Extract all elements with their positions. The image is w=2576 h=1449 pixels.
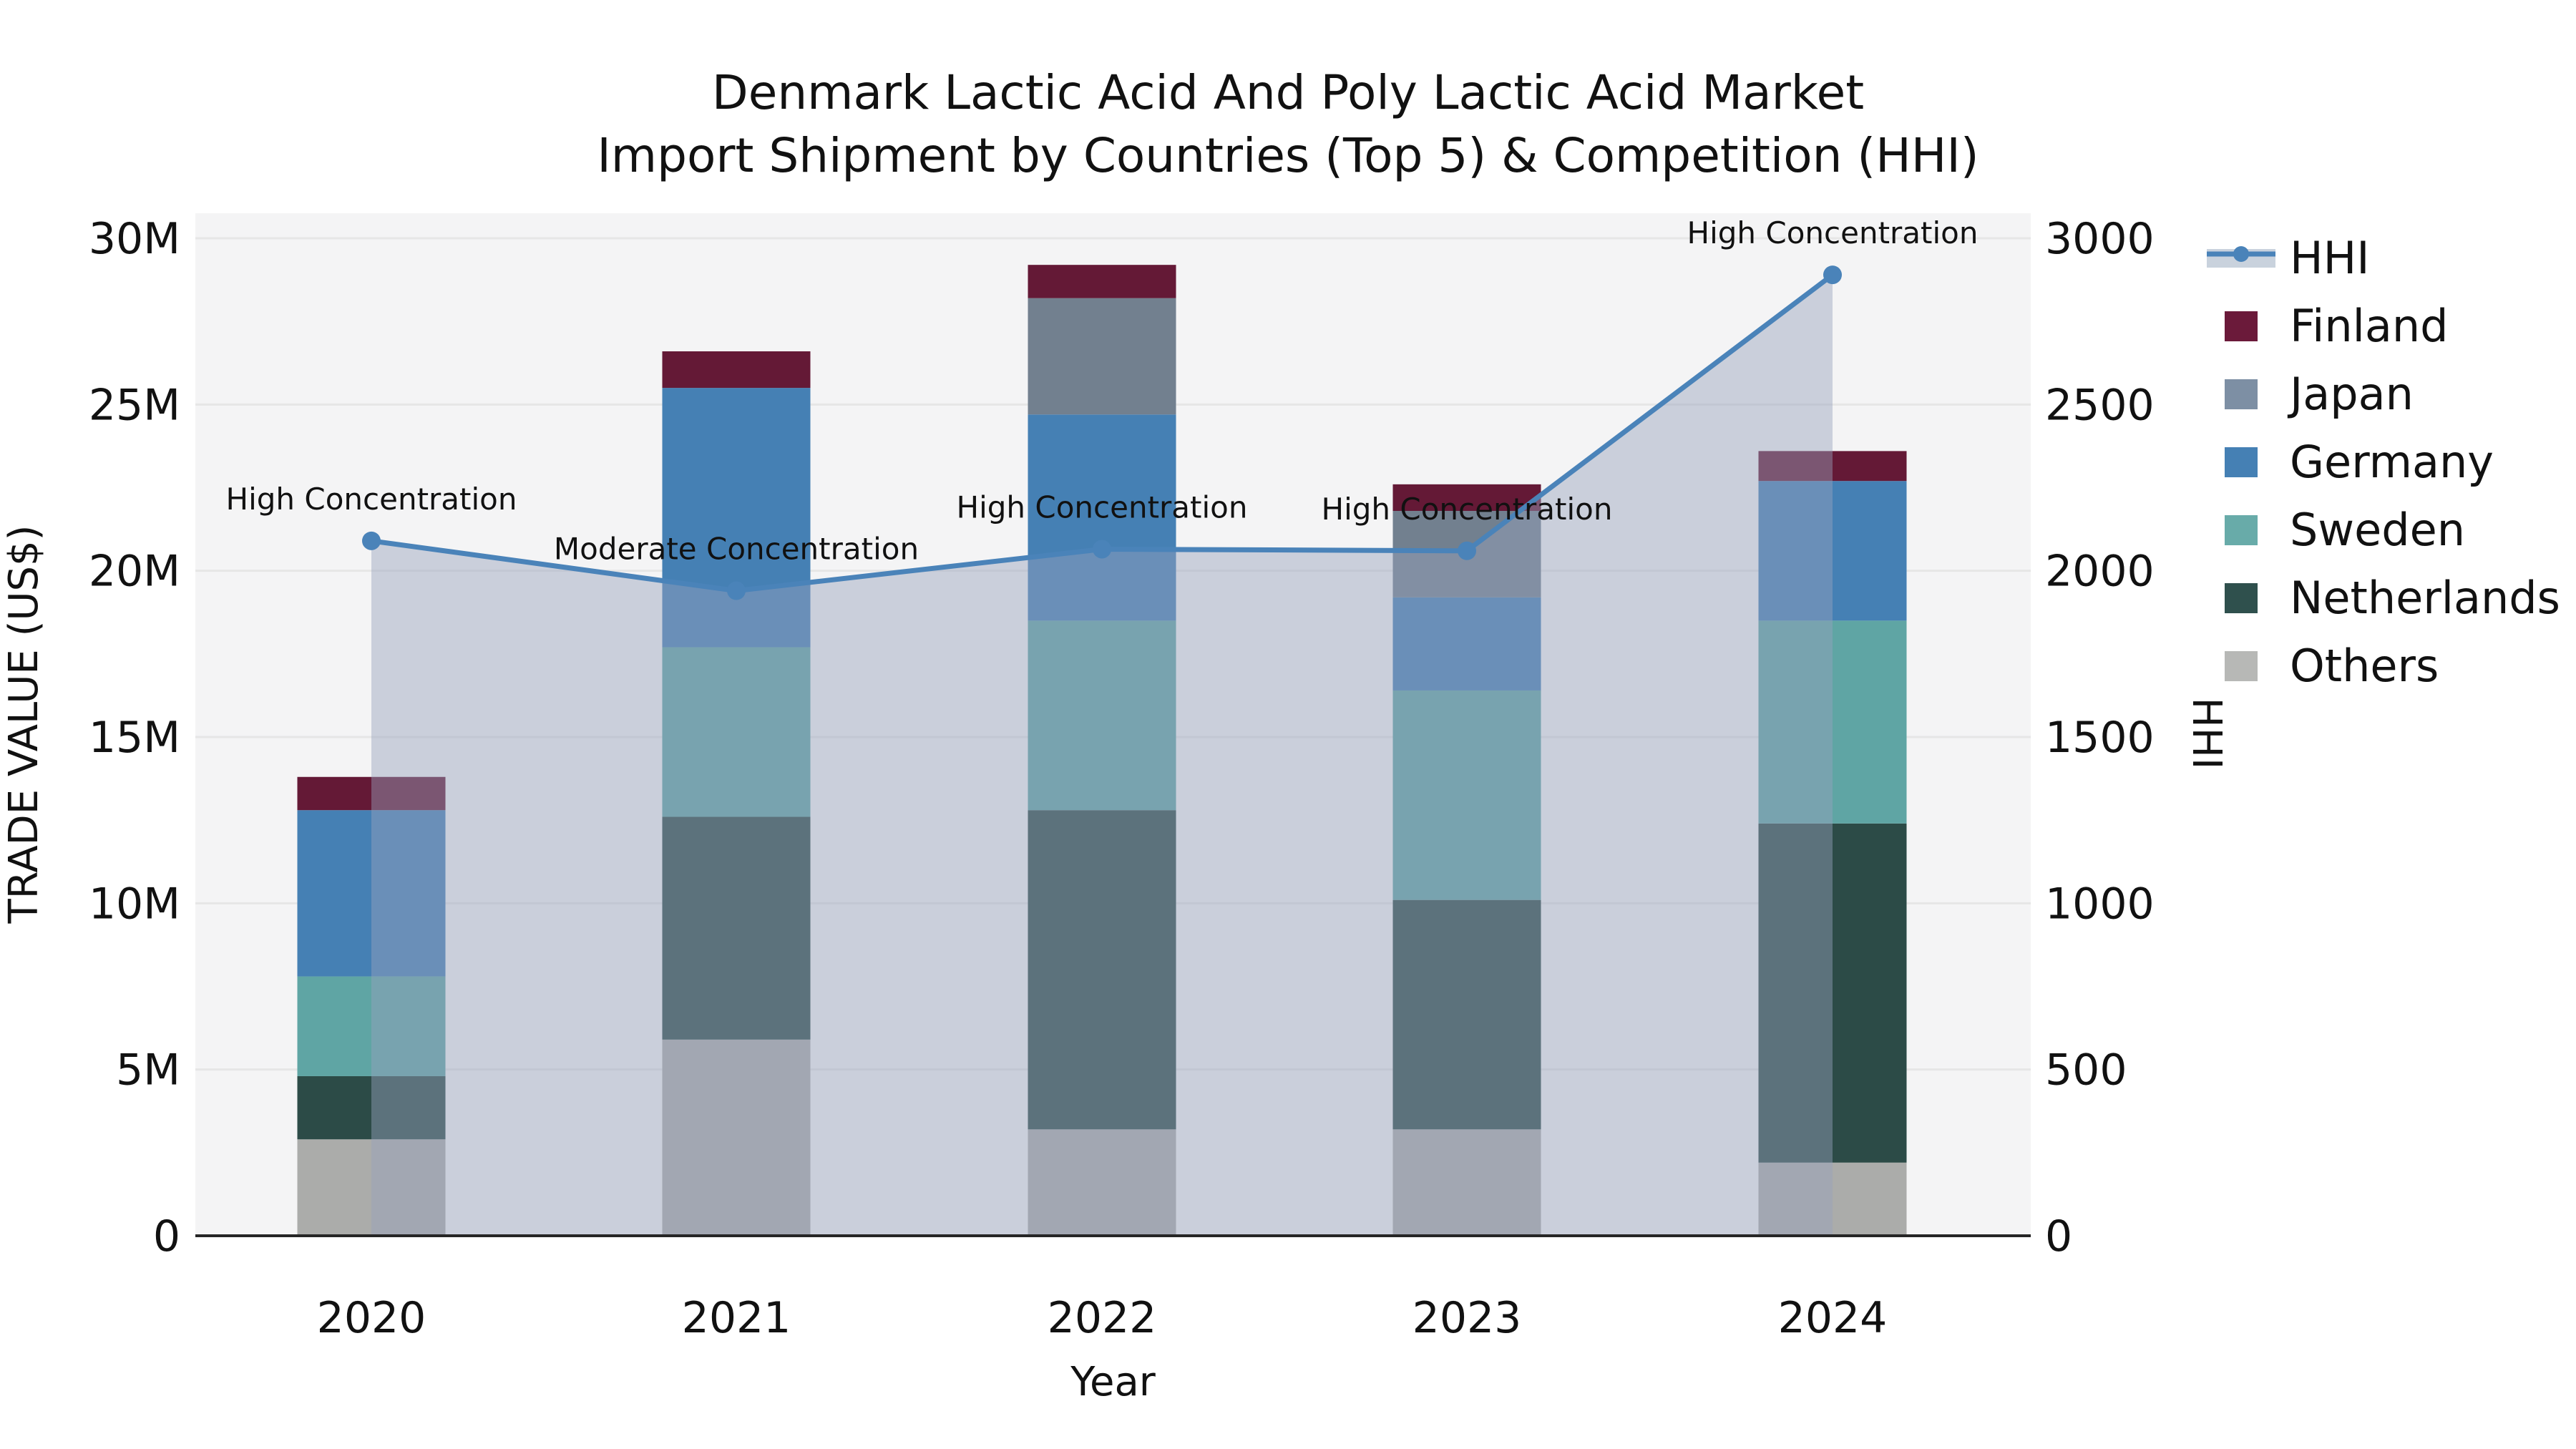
hhi-marker-2022 [1093,540,1111,559]
legend-swatch-finland [2225,311,2258,341]
legend-label-others: Others [2290,640,2439,692]
bar-segment-2022-netherlands [1028,810,1176,1130]
legend-item-finland: Finland [2225,300,2449,352]
bar-segment-2022-finland [1028,265,1176,298]
bar-segment-2023-sweden [1392,690,1541,900]
y-axis-title-right: HHI [2183,698,2230,770]
bar-segment-2023-germany [1392,597,1541,691]
bar-segment-2023-netherlands [1392,899,1541,1130]
bar-segment-2021-finland [662,351,811,389]
right-tick-2500: 2500 [2045,380,2155,430]
legend-item-netherlands: Netherlands [2225,572,2560,624]
legend-swatch-germany [2225,447,2258,477]
annotation-2023: High Concentration [1322,492,1613,527]
bar-segment-2024-others [1758,1162,1907,1236]
legend-hhi-marker [2233,246,2249,262]
bar-segment-2021-netherlands [662,816,811,1040]
left-tick-0: 0 [153,1211,180,1262]
bar-segment-2020-netherlands [297,1075,446,1140]
hhi-marker-2021 [727,581,746,600]
right-tick-0: 0 [2045,1211,2072,1262]
annotation-2024: High Concentration [1687,215,1979,250]
bar-segment-2023-others [1392,1129,1541,1236]
legend-swatch-japan [2225,379,2258,409]
legend-swatch-others [2225,651,2258,681]
bar-segment-2020-sweden [297,976,446,1076]
right-tick-500: 500 [2045,1045,2127,1096]
annotation-2021: Moderate Concentration [554,532,919,567]
bar-segment-2022-germany [1028,414,1176,621]
bar-segment-2021-others [662,1039,811,1236]
legend-label-hhi: HHI [2290,232,2370,284]
legend-swatch-sweden [2225,515,2258,545]
bar-segment-2023-finland [1392,484,1541,512]
left-tick-20M: 20M [89,547,180,597]
legend-item-hhi: HHI [2207,232,2370,284]
left-tick-15M: 15M [89,713,180,763]
legend-label-japan: Japan [2287,368,2414,420]
bar-segment-2020-germany [297,810,446,977]
bar-segment-2024-germany [1758,481,1907,621]
y-axis-title-left: TRADE VALUE (US$) [1,525,47,924]
bar-segment-2024-sweden [1758,620,1907,824]
legend-label-germany: Germany [2290,436,2494,488]
legend-label-finland: Finland [2290,300,2449,352]
x-tick-2024: 2024 [1778,1293,1888,1343]
legend-item-germany: Germany [2225,436,2494,488]
bar-segment-2024-finland [1758,451,1907,482]
legend-swatch-netherlands [2225,583,2258,613]
hhi-marker-2023 [1458,541,1476,560]
bar-segment-2020-finland [297,776,446,811]
x-tick-2022: 2022 [1048,1293,1157,1343]
legend-item-japan: Japan [2225,368,2414,420]
bar-segment-2024-netherlands [1758,823,1907,1163]
hhi-marker-2020 [362,531,381,550]
bar-segment-2022-others [1028,1129,1176,1236]
left-tick-10M: 10M [89,879,180,929]
bar-segment-2020-others [297,1139,446,1236]
x-tick-2021: 2021 [682,1293,791,1343]
bar-segment-2021-germany [662,388,811,648]
right-tick-1500: 1500 [2045,713,2155,763]
right-tick-3000: 3000 [2045,214,2155,264]
chart-title-line-1: Denmark Lactic Acid And Poly Lactic Acid… [712,65,1864,120]
bar-segment-2022-japan [1028,298,1176,415]
left-tick-25M: 25M [89,380,180,430]
bar-segment-2021-sweden [662,647,811,817]
annotation-2022: High Concentration [957,489,1248,525]
bar-segment-2022-sweden [1028,620,1176,811]
chart-title-line-2: Import Shipment by Countries (Top 5) & C… [597,128,1979,183]
right-tick-2000: 2000 [2045,547,2155,597]
left-tick-5M: 5M [116,1045,180,1096]
x-tick-2020: 2020 [317,1293,426,1343]
hhi-area-fill [371,275,1833,1236]
hhi-marker-2024 [1823,265,1842,285]
x-axis-title: Year [1070,1359,1156,1405]
legend-item-others: Others [2225,640,2439,692]
left-tick-30M: 30M [89,214,180,264]
legend-label-sweden: Sweden [2290,504,2465,556]
annotation-2020: High Concentration [226,482,517,517]
right-tick-1000: 1000 [2045,879,2155,929]
legend-label-netherlands: Netherlands [2290,572,2560,624]
x-tick-2023: 2023 [1413,1293,1522,1343]
legend-item-sweden: Sweden [2225,504,2465,556]
